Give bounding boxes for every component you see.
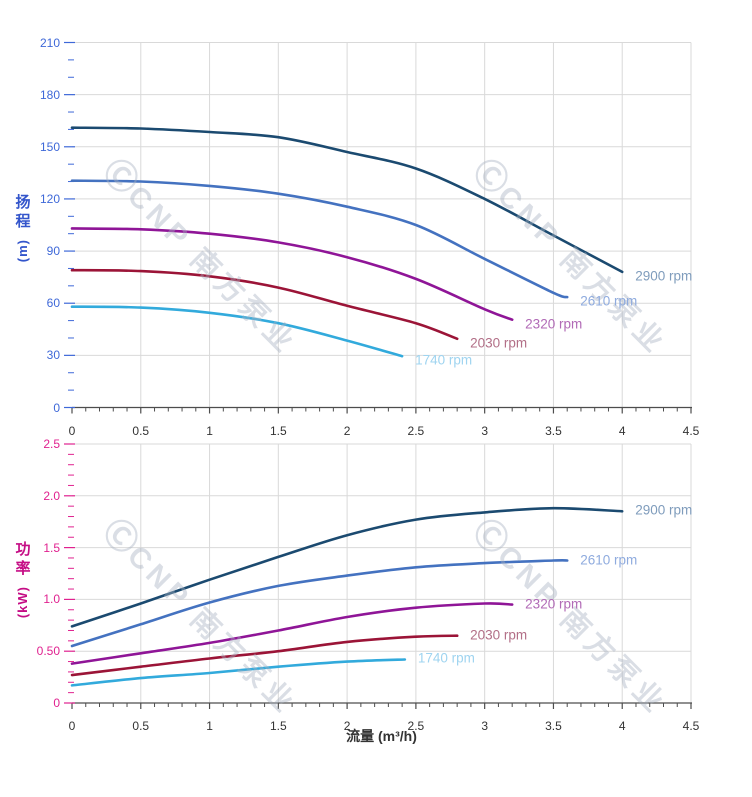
- x-tick-label: 2.5: [407, 719, 425, 733]
- y-tick-label: 0: [53, 400, 60, 415]
- power-axis-title: 功率 (kW): [8, 541, 36, 618]
- curve-label-2030: 2030 rpm: [470, 627, 528, 643]
- x-tick-label: 1: [206, 424, 213, 438]
- x-tick-label: 0.5: [132, 424, 150, 438]
- curve-label-2900: 2900 rpm: [635, 502, 693, 518]
- y-tick-label: 180: [39, 87, 60, 102]
- y-tick-label: 2.0: [43, 488, 60, 503]
- x-tick-label: 3: [481, 719, 488, 733]
- head-axis-title: 扬程 (m): [8, 194, 36, 262]
- x-tick-label: 3: [481, 424, 488, 438]
- x-tick-label: 0: [68, 719, 76, 733]
- series-curve: [70, 602, 514, 665]
- y-tick-label: 1.0: [43, 592, 60, 607]
- flow-axis-title: 流量 (m³/h): [346, 728, 417, 744]
- curve-label-1740: 1740 rpm: [417, 650, 475, 666]
- x-tick-label: 2: [343, 424, 351, 438]
- curve-label-2610: 2610 rpm: [580, 293, 638, 309]
- curve-label-1740: 1740 rpm: [415, 352, 473, 368]
- series-curve: [70, 268, 459, 341]
- x-tick-label: 0: [68, 424, 76, 438]
- series-curve: [70, 305, 404, 358]
- y-tick-label: 2.5: [43, 437, 60, 451]
- power-axis-unit: (kW): [14, 586, 30, 619]
- x-tick-label: 0.5: [132, 719, 150, 733]
- y-tick-label: 0: [53, 696, 60, 710]
- power-axis-title-text: 功率: [13, 541, 31, 579]
- series-curve: [70, 634, 459, 677]
- y-tick-label: 30: [46, 348, 60, 363]
- y-tick-label: 60: [46, 296, 60, 311]
- x-tick-label: 1: [206, 719, 213, 733]
- series-curve: [70, 658, 407, 687]
- series-curve: [70, 559, 569, 648]
- curve-label-2320: 2320 rpm: [525, 596, 583, 612]
- y-tick-label: 120: [39, 191, 60, 206]
- x-tick-label: 3.5: [545, 424, 562, 438]
- series-curve: [70, 179, 569, 299]
- curve-label-2030: 2030 rpm: [470, 335, 528, 351]
- curve-label-2610: 2610 rpm: [580, 552, 638, 568]
- x-tick-label: 2: [343, 719, 351, 733]
- x-tick-label: 2.5: [407, 424, 425, 438]
- x-tick-label: 1.5: [269, 719, 287, 733]
- y-tick-label: 210: [39, 35, 60, 50]
- y-tick-label: 0.50: [36, 644, 60, 659]
- y-tick-label: 150: [39, 139, 60, 154]
- head-axis-title-text: 扬程: [13, 194, 31, 232]
- series-curve: [70, 126, 624, 274]
- curve-label-2320: 2320 rpm: [525, 316, 583, 332]
- curve-label-2900: 2900 rpm: [635, 268, 693, 284]
- y-tick-label: 1.5: [43, 540, 60, 555]
- x-tick-label: 4: [618, 424, 626, 438]
- y-tick-label: 90: [46, 244, 60, 259]
- x-tick-label: 1.5: [269, 424, 287, 438]
- x-tick-label: 3.5: [545, 719, 562, 733]
- series-curve: [70, 227, 514, 321]
- x-tick-label: 4.5: [682, 424, 700, 438]
- series-curve: [70, 506, 624, 628]
- x-tick-label: 4: [618, 719, 626, 733]
- head-axis-unit: (m): [14, 239, 30, 263]
- x-tick-label: 4.5: [682, 719, 700, 733]
